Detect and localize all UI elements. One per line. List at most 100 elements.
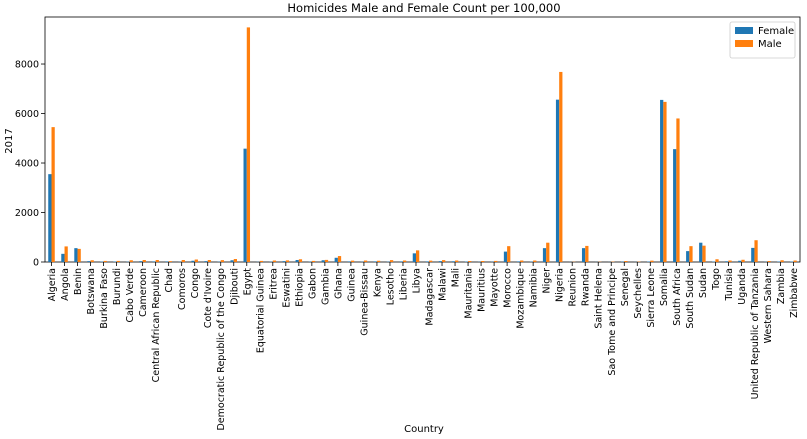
x-tick-label-15: Egypt: [242, 268, 253, 296]
chart-title: Homicides Male and Female Count per 100,…: [287, 1, 560, 15]
x-tick-label-43: Sao Tome and Principe: [607, 268, 618, 376]
bar-male-21: [324, 259, 329, 262]
bar-male-7: [142, 260, 146, 262]
x-tick-label-31: Mali: [451, 268, 462, 287]
y-tick-label-1: 2000: [15, 208, 39, 219]
bar-male-41: [585, 245, 589, 262]
bar-female-47: [660, 99, 664, 263]
bar-female-50: [699, 242, 703, 262]
x-tick-label-42: Saint Helena: [594, 268, 605, 329]
bar-female-52: [725, 261, 729, 262]
bar-male-48: [676, 118, 680, 263]
bar-male-50: [702, 245, 706, 262]
bars-group: [48, 27, 797, 263]
x-tick-label-44: Senegal: [620, 268, 631, 306]
legend-swatch-female: [735, 27, 753, 34]
bar-male-28: [415, 250, 420, 262]
bar-female-35: [503, 251, 508, 262]
legend-label-male: Male: [758, 39, 782, 50]
bar-female-8: [152, 261, 156, 262]
x-tick-label-33: Mauritius: [477, 268, 488, 312]
bar-female-49: [686, 251, 690, 262]
x-tick-label-26: Lesotho: [385, 268, 396, 305]
bar-female-29: [425, 261, 429, 262]
x-tick-label-4: Burkina Faso: [99, 268, 110, 329]
x-tick-label-13: Democratic Republic of the Congo: [216, 268, 227, 431]
x-tick-label-8: Central African Republic: [151, 268, 162, 382]
y-tick-label-2: 4000: [15, 159, 39, 170]
bar-male-34: [494, 260, 498, 262]
x-tick-label-41: Rwanda: [581, 268, 592, 306]
x-tick-label-18: Eswatini: [281, 268, 292, 308]
x-tick-label-5: Burundi: [112, 268, 123, 305]
bar-male-27: [402, 260, 407, 262]
bar-male-39: [559, 71, 563, 262]
x-tick-label-30: Malawi: [438, 268, 449, 301]
bar-female-38: [542, 248, 547, 262]
bar-male-19: [298, 259, 303, 262]
x-tick-label-29: Madagascar: [425, 268, 436, 326]
bar-male-55: [767, 261, 771, 262]
x-tick-label-20: Gabon: [307, 268, 318, 299]
x-tick-label-0: Algeria: [47, 268, 58, 301]
bar-male-13: [220, 260, 224, 262]
x-tick-label-38: Niger: [542, 268, 553, 294]
x-tick-label-52: Tunisia: [724, 268, 735, 301]
bar-female-3: [87, 261, 91, 262]
bar-male-30: [442, 260, 446, 262]
bar-female-27: [399, 261, 403, 262]
bar-male-0: [51, 127, 55, 262]
plot-area: 0 2000 4000 6000 8000 Algeria Angola Benin Bots…: [15, 16, 801, 431]
x-tick-label-27: Liberia: [398, 268, 409, 300]
x-tick-label-55: Western Sahara: [763, 268, 774, 343]
legend-label-female: Female: [758, 26, 794, 37]
x-tick-label-48: South Africa: [672, 268, 683, 326]
x-axis: Algeria Angola Benin Botswana Burkina Faso Bu…: [47, 262, 800, 431]
x-tick-label-9: Chad: [164, 268, 175, 293]
bar-male-6: [129, 260, 133, 262]
bar-male-24: [363, 260, 368, 262]
x-tick-label-53: Uganda: [737, 268, 748, 305]
bar-male-17: [272, 260, 277, 262]
bar-male-14: [233, 259, 237, 262]
bar-male-8: [155, 260, 159, 262]
x-tick-label-37: Namibia: [529, 268, 540, 307]
bar-male-26: [389, 260, 394, 262]
bar-female-7: [139, 261, 143, 262]
x-tick-label-21: Gambia: [320, 268, 331, 305]
x-tick-label-40: Reunion: [568, 268, 579, 307]
bar-female-9: [165, 261, 169, 262]
bar-female-11: [191, 260, 195, 262]
x-tick-label-22: Ghana: [333, 268, 344, 299]
bar-male-20: [311, 260, 316, 262]
bar-male-37: [533, 260, 537, 262]
x-tick-label-32: Mauritania: [464, 268, 475, 319]
x-tick-label-46: Sierra Leone: [646, 268, 657, 328]
bar-female-31: [451, 261, 456, 262]
x-axis-label: Country: [404, 424, 444, 435]
bar-male-18: [285, 260, 290, 262]
y-tick-label-3: 6000: [15, 109, 39, 120]
bar-female-48: [673, 149, 677, 262]
bar-male-2: [77, 248, 81, 262]
x-tick-label-17: Eritrea: [268, 268, 279, 300]
x-tick-label-28: Libya: [411, 268, 422, 293]
bar-male-16: [259, 260, 264, 262]
x-tick-label-25: Kenya: [372, 268, 383, 297]
bar-male-47: [663, 101, 667, 262]
bar-male-36: [520, 260, 524, 262]
x-tick-label-6: Cabo Verde: [125, 268, 136, 323]
bar-female-21: [321, 260, 325, 262]
x-tick-label-54: United Republic of Tanzania: [750, 268, 761, 399]
bar-female-0: [48, 174, 52, 262]
bar-male-54: [754, 240, 758, 262]
bar-male-10: [181, 260, 185, 262]
bar-female-53: [738, 260, 742, 262]
bar-female-28: [412, 253, 416, 262]
bar-female-15: [243, 148, 247, 262]
x-tick-label-2: Benin: [73, 268, 84, 295]
bar-female-2: [74, 248, 78, 262]
bar-male-57: [793, 260, 797, 262]
x-tick-label-35: Morocco: [503, 268, 514, 308]
bar-female-19: [295, 260, 299, 262]
